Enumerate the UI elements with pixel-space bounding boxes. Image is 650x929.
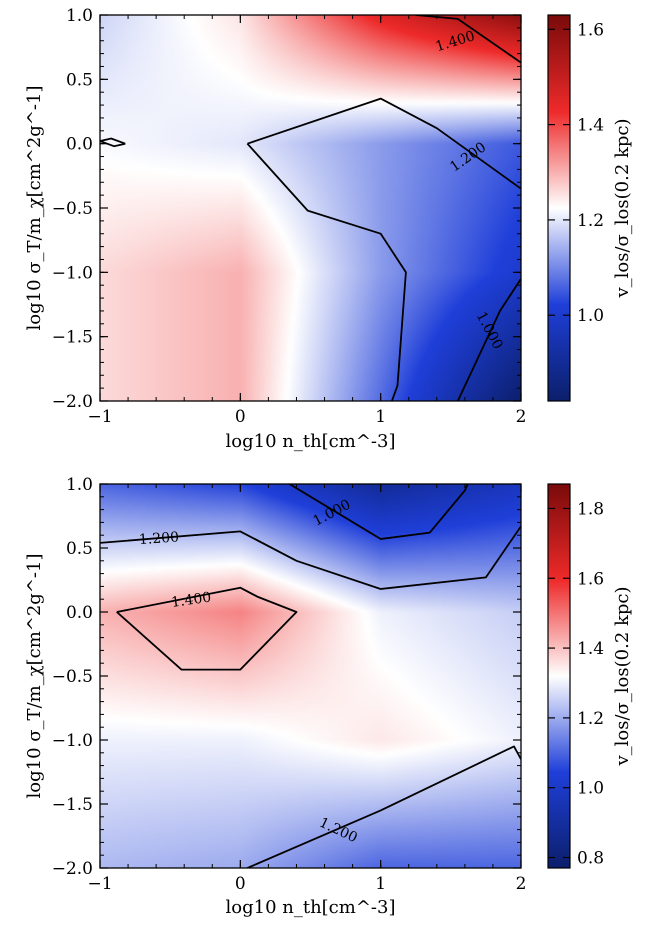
y-axis-label: log10 σ_T/m_χ[cm^2g^-1]	[24, 554, 45, 799]
contour-label-3: 1.400	[170, 589, 212, 610]
contour-line-1	[415, 15, 521, 64]
y-tick-label: −1.5	[52, 795, 93, 815]
x-tick-label: 2	[516, 874, 527, 894]
x-tick-label: 0	[235, 874, 246, 894]
colorbar: 0.8 1.0 1.2 1.4 1.6 1.8 v_los/σ_los(0.2 kpc)	[547, 483, 633, 869]
y-tick-label: 0.5	[66, 70, 93, 90]
contour-line-3	[246, 143, 407, 401]
colorbar-tick-label: 1.2	[577, 709, 604, 729]
y-tick-label: 0.5	[66, 539, 93, 559]
colorbar: 1.0 1.2 1.4 1.6 v_los/σ_los(0.2 kpc)	[547, 14, 633, 402]
colorbar-tick-label: 1.2	[577, 211, 604, 231]
colorbar-tick-label: 1.6	[577, 20, 604, 40]
contour-line-3	[116, 586, 298, 671]
heatmap-image	[100, 15, 521, 401]
colorbar-label: v_los/σ_los(0.2 kpc)	[612, 118, 633, 298]
colorbar-label: v_los/σ_los(0.2 kpc)	[612, 586, 633, 766]
y-tick-label: −0.5	[52, 667, 93, 687]
y-tick-label: 0.0	[66, 135, 93, 155]
y-tick-label: 0.0	[66, 603, 93, 623]
x-tick-label: 0	[235, 407, 246, 427]
colorbar-tick-label: 1.6	[577, 569, 604, 589]
contour-lines	[100, 15, 521, 401]
colorbar-tick-label: 0.8	[577, 849, 604, 869]
y-tick-label: −0.5	[52, 199, 93, 219]
x-tick-label: 1	[375, 407, 386, 427]
colorbar-tick-label: 1.4	[577, 116, 604, 136]
colorbar-tick-label: 1.8	[577, 499, 604, 519]
y-axis-label: log10 σ_T/m_χ[cm^2g^-1]	[24, 86, 45, 331]
x-tick-label: 1	[375, 874, 386, 894]
y-tick-label: 1.0	[66, 6, 93, 26]
colorbar-frame	[547, 483, 571, 869]
contour-line-2	[247, 97, 521, 190]
y-tick-label: 1.0	[66, 475, 93, 495]
contour-line-4	[456, 278, 521, 401]
contour-line-1	[289, 484, 469, 540]
contour-label-text: 1.200	[138, 529, 179, 548]
colorbar-tick-label: 1.0	[577, 306, 604, 326]
colorbar-gradient	[548, 15, 570, 401]
x-axis-label: log10 n_th[cm^-3]	[226, 897, 396, 918]
y-tick-label: −1.0	[52, 263, 93, 283]
colorbar-tick-label: 1.0	[577, 779, 604, 799]
x-axis: −1 0 1 2	[87, 15, 526, 427]
y-axis: −2.0 −1.5 −1.0 −0.5 0.0 0.5 1.0	[52, 6, 521, 412]
y-tick-label: −1.0	[52, 731, 93, 751]
colorbar-frame	[547, 14, 571, 402]
heatmap-image	[100, 484, 521, 868]
colorbar-tick-label: 1.4	[577, 639, 604, 659]
contour-line-5	[100, 137, 126, 148]
y-tick-label: −2.0	[52, 859, 93, 879]
x-axis: −1 0 1 2	[87, 484, 526, 894]
x-axis-label: log10 n_th[cm^-3]	[226, 431, 396, 452]
x-tick-label: −1	[87, 874, 112, 894]
x-tick-label: 2	[516, 407, 527, 427]
y-axis: −2.0 −1.5 −1.0 −0.5 0.0 0.5 1.0	[52, 475, 521, 879]
x-tick-label: −1	[87, 407, 112, 427]
y-tick-label: −2.0	[52, 392, 93, 412]
contour-label-2: 1.200	[138, 529, 179, 548]
colorbar-gradient	[548, 484, 570, 868]
y-tick-label: −1.5	[52, 328, 93, 348]
contour-label-text: 1.400	[170, 589, 212, 610]
contour-line-2	[100, 525, 521, 590]
